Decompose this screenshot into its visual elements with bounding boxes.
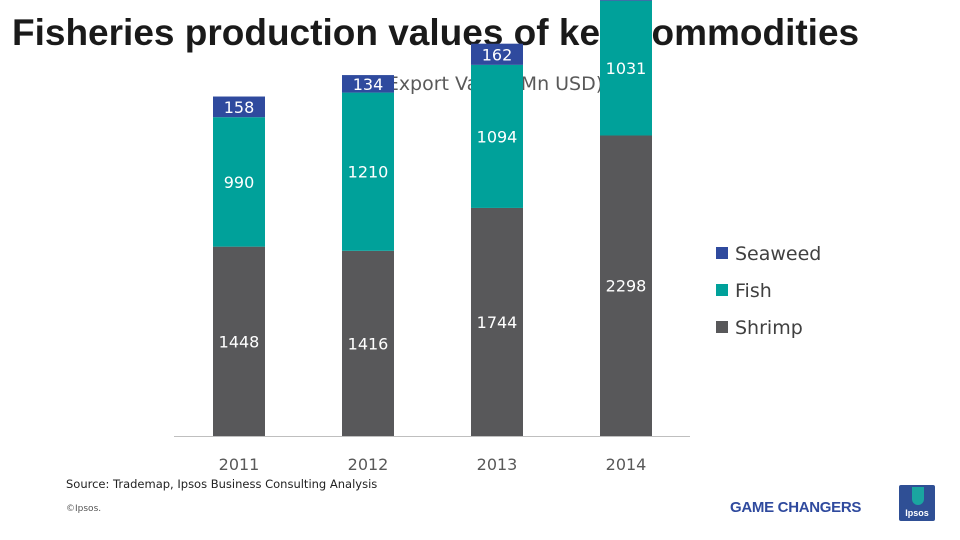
- logo-text: Ipsos: [905, 508, 929, 518]
- ipsos-logo: Ipsos: [899, 485, 935, 521]
- bar-shrimp-2011: [213, 246, 265, 436]
- data-label-shrimp-2014: 2298: [606, 277, 647, 296]
- legend-swatch-shrimp: [716, 321, 728, 333]
- bar-shrimp-2012: [342, 250, 394, 436]
- x-tick-label-2012: 2012: [348, 455, 389, 474]
- data-label-seaweed-2012: 134: [353, 75, 384, 94]
- legend-label-seaweed: Seaweed: [735, 243, 821, 265]
- data-label-fish-2013: 1094: [477, 127, 518, 146]
- data-label-fish-2014: 1031: [606, 59, 647, 78]
- logo-leaf-icon: [912, 487, 924, 505]
- tagline: GAME CHANGERS: [730, 499, 862, 516]
- legend-swatch-fish: [716, 284, 728, 296]
- data-label-shrimp-2012: 1416: [348, 334, 389, 353]
- data-label-seaweed-2013: 162: [482, 45, 513, 64]
- data-label-shrimp-2011: 1448: [219, 332, 260, 351]
- x-tick-label-2011: 2011: [219, 455, 260, 474]
- legend-label-fish: Fish: [735, 280, 772, 302]
- data-label-fish-2012: 1210: [348, 163, 389, 182]
- data-label-shrimp-2013: 1744: [477, 313, 518, 332]
- data-label-seaweed-2011: 158: [224, 98, 255, 117]
- bar-seaweed-2014: [600, 0, 652, 1]
- bar-seaweed-2012: [342, 75, 394, 93]
- source-note: Source: Trademap, Ipsos Business Consult…: [66, 477, 378, 491]
- bar-shrimp-2013: [471, 207, 523, 436]
- legend-swatch-seaweed: [716, 247, 728, 259]
- bar-seaweed-2013: [471, 43, 523, 65]
- legend: Seaweed Fish Shrimp: [716, 243, 821, 339]
- bar-shrimp-2014: [600, 135, 652, 436]
- copyright-note: ©Ipsos.: [66, 504, 102, 514]
- data-label-fish-2011: 990: [224, 173, 255, 192]
- x-tick-label-2013: 2013: [477, 455, 518, 474]
- bar-seaweed-2011: [213, 96, 265, 118]
- bar-fish-2012: [342, 92, 394, 251]
- bar-fish-2014: [600, 0, 652, 136]
- page-title: Fisheries production values of key commo…: [12, 12, 860, 53]
- bar-fish-2013: [471, 64, 523, 208]
- x-tick-labels: 2011 2012 2013 2014: [219, 455, 647, 474]
- legend-label-shrimp: Shrimp: [735, 317, 803, 339]
- bars-group: 1448 990 158 1416 1210 134 1744 1094 162 2298 1031…: [213, 0, 652, 436]
- bar-fish-2011: [213, 117, 265, 247]
- x-tick-label-2014: 2014: [606, 455, 647, 474]
